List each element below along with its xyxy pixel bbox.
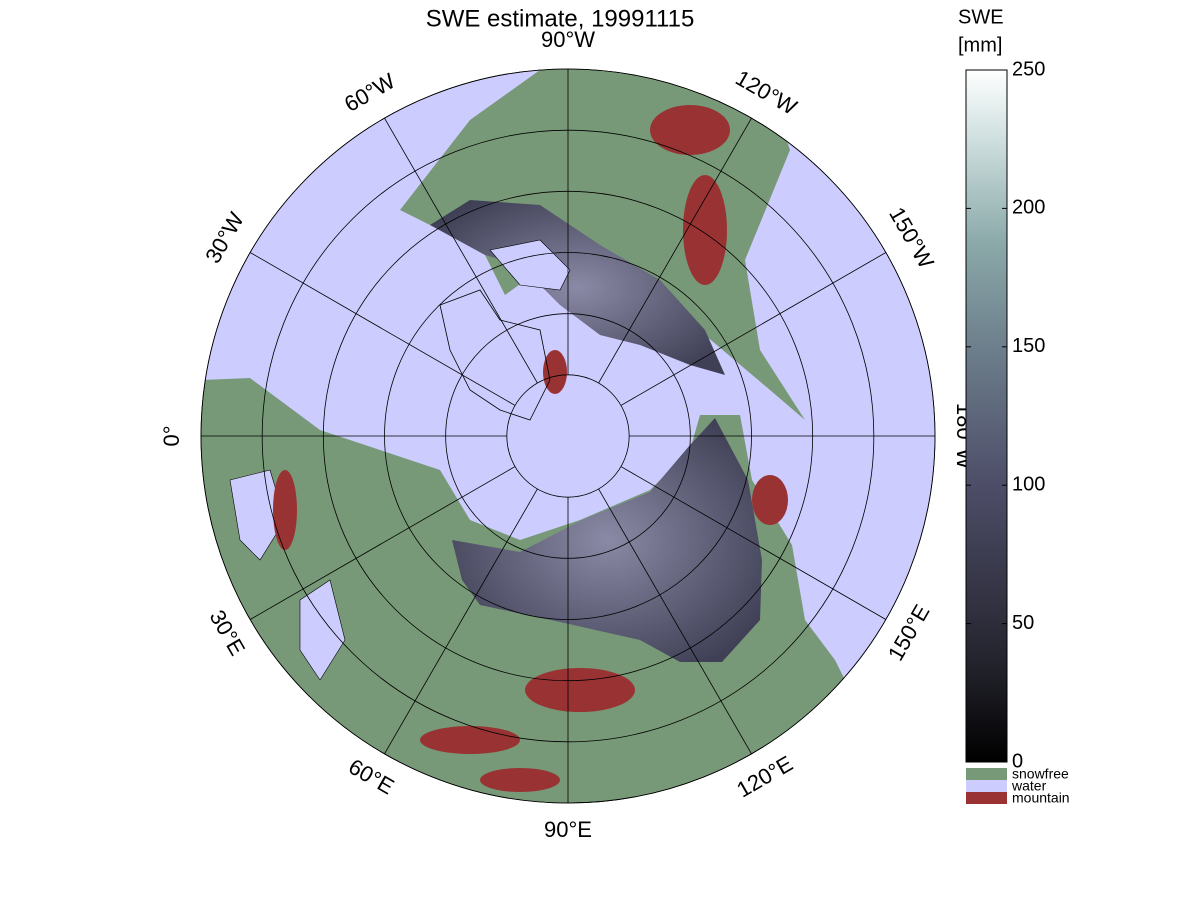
legend-label: water [1011,778,1047,794]
legend-label: mountain [1012,790,1070,806]
map-border [200,68,936,804]
longitude-label: 60°E [344,754,398,800]
longitude-label: 30°E [205,606,251,660]
legend-swatch [966,780,1007,792]
longitude-label: 120°W [731,65,801,120]
colorbar-tick-label: 150 [1012,335,1045,357]
meridian [384,488,538,755]
meridian [249,252,516,406]
colorbar-title: SWE [958,6,1004,28]
legend-swatch [966,792,1007,804]
meridian [384,117,538,384]
hudson-bay [489,239,571,291]
siberia-snow [452,418,762,662]
longitude-label: 150°W [884,203,939,273]
colorbar-tick-label: 200 [1012,197,1045,219]
longitude-label: 90°E [544,817,592,842]
meridian [620,466,887,620]
mountain-patch [543,350,567,394]
meridian [620,252,887,406]
colorbar-tick-label: 0 [1012,750,1023,772]
mountain-patch [683,175,727,285]
mountain-patch [650,105,730,155]
canada-snow [430,200,725,375]
longitude-label: 60°W [340,68,399,117]
colorbar-tick-label: 50 [1012,612,1034,634]
colorbar-tick-label: 100 [1012,473,1045,495]
mountain-patch [525,668,635,712]
mountain-patch [480,768,560,792]
legend-swatch [966,768,1007,780]
greenland-outline [439,289,551,421]
europe-water [229,469,286,561]
mountain-patch [420,726,520,754]
colorbar-tick-label: 250 [1012,58,1045,80]
colorbar-title: [mm] [958,34,1002,56]
mountain-patch [273,470,297,550]
map-title: SWE estimate, 19991115 [426,5,695,32]
longitude-label: 90°W [541,27,595,52]
caspian-water [299,579,346,681]
meridian [598,488,752,755]
mountain-patch [752,475,788,525]
meridian [598,117,752,384]
legend-label: snowfree [1012,766,1069,782]
colorbar [965,69,1008,763]
longitude-label: 0° [159,425,184,446]
map-area [201,69,935,803]
meridian [249,466,516,620]
colorbar-ticks: 0 50 100 150 200 250 [966,58,1045,772]
longitude-label: 30°W [200,208,249,267]
